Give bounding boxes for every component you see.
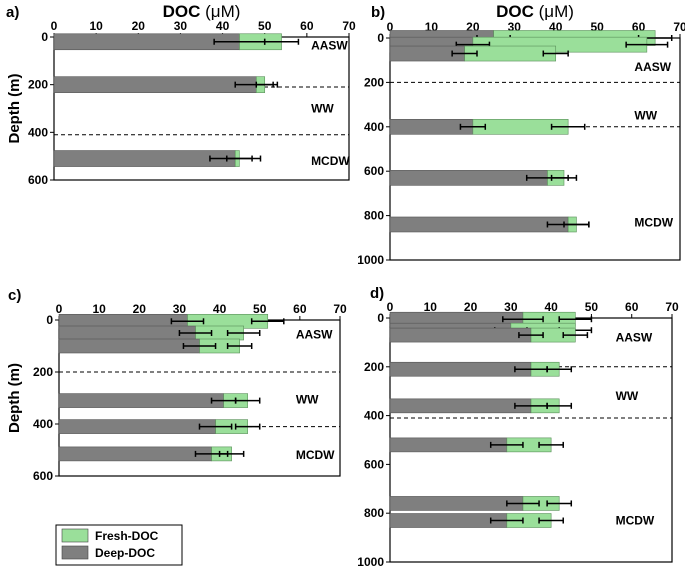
panel-b: 0 10 20 30 40 50 60 7002004006008001000b)AASWWW… <box>357 2 685 267</box>
y-tick-label: 200 <box>364 360 384 374</box>
water-mass-label: MCDW <box>634 215 673 229</box>
water-mass-label: WW <box>296 392 319 406</box>
y-tick-label: 200 <box>28 78 48 92</box>
x-tick-label: 50 <box>585 300 599 314</box>
y-tick-label: 0 <box>377 311 384 325</box>
y-tick-label: 800 <box>364 209 384 223</box>
deep-doc-bar <box>389 170 548 186</box>
y-tick-label: 600 <box>364 164 384 178</box>
water-mass-label: AASW <box>634 60 671 74</box>
panel-d: 0 10 20 30 40 50 60 70 0 200 400 600 800 1000 d) AASW WW… <box>357 285 679 569</box>
y-tick-label: 600 <box>364 457 384 471</box>
deep-doc-bar <box>58 325 196 341</box>
x-tick-label: 30 <box>504 300 518 314</box>
x-tick-label: 10 <box>89 19 103 33</box>
water-mass-label: MCDW <box>296 448 335 462</box>
x-tick-label: 40 <box>213 302 227 316</box>
x-axis-title-unit: (μM) <box>539 2 574 21</box>
deep-doc-bar <box>58 338 200 354</box>
deep-doc-bar <box>58 393 224 408</box>
deep-doc-bar <box>389 361 532 377</box>
water-mass-label: MCDW <box>311 154 350 168</box>
x-tick-label: 10 <box>424 300 438 314</box>
y-tick-label: 1000 <box>357 253 384 267</box>
x-axis-title: DOC (μM) <box>496 2 574 21</box>
x-tick-label: 40 <box>216 19 230 33</box>
water-mass-label: AASW <box>616 331 653 345</box>
y-tick-label: 200 <box>33 365 53 379</box>
x-tick-label: 20 <box>464 300 478 314</box>
x-axis-title: DOC (μM) <box>163 2 241 21</box>
water-mass-label: WW <box>616 389 639 403</box>
y-tick-label: 0 <box>377 31 384 45</box>
panel-label: c) <box>8 287 21 304</box>
y-axis-title: Depth (m) <box>6 363 23 433</box>
panel-label: b) <box>371 4 385 21</box>
y-tick-label: 400 <box>28 125 48 139</box>
x-tick-label: 40 <box>544 300 558 314</box>
legend: Fresh-DOC Deep-DOC <box>55 524 183 566</box>
x-tick-label: 20 <box>133 302 147 316</box>
y-axis-title: Depth (m) <box>6 74 23 144</box>
x-tick-label: 70 <box>333 302 347 316</box>
y-tick-label: 600 <box>28 173 48 187</box>
deep-doc-bar <box>53 33 240 51</box>
x-tick-label: 10 <box>92 302 106 316</box>
water-mass-label: WW <box>634 109 657 123</box>
fresh-doc-bar <box>464 45 557 62</box>
water-mass-label: AASW <box>311 38 348 52</box>
y-tick-label: 0 <box>41 30 48 44</box>
deep-doc-bar <box>53 76 257 93</box>
x-tick-label: 0 <box>387 20 394 34</box>
x-tick-label: 30 <box>174 19 188 33</box>
legend-label: Fresh-DOC <box>95 529 159 543</box>
legend-swatch <box>61 528 89 543</box>
water-mass-label: WW <box>311 102 334 116</box>
deep-doc-bar <box>389 327 532 343</box>
x-tick-label: 70 <box>673 20 685 34</box>
deep-doc-bar <box>389 437 508 453</box>
legend-label: Deep-DOC <box>95 546 155 560</box>
deep-doc-bar <box>58 446 212 462</box>
x-tick-label: 60 <box>300 19 314 33</box>
panel-c: 0 10 20 30 40 50 60 70 0 200 400 600 c) AASW WW MCDW Dep… <box>6 287 347 483</box>
panel-a: 0 10 20 30 40 50 60 70 0 200 400 600 a) AASW WW MCDW DOC… <box>6 2 356 187</box>
deep-doc-bar <box>389 398 532 414</box>
x-tick-label: 50 <box>253 302 267 316</box>
x-tick-label: 70 <box>342 19 356 33</box>
x-tick-label: 30 <box>173 302 187 316</box>
y-tick-label: 0 <box>46 313 53 327</box>
x-axis-title-unit: (μM) <box>205 2 240 21</box>
x-tick-label: 0 <box>51 19 58 33</box>
x-tick-label: 20 <box>132 19 146 33</box>
water-mass-label: AASW <box>296 327 333 341</box>
panel-label: d) <box>370 285 384 302</box>
y-tick-label: 400 <box>364 409 384 423</box>
legend-swatch <box>61 545 89 560</box>
y-tick-label: 400 <box>364 120 384 134</box>
deep-doc-bar <box>53 150 236 167</box>
deep-doc-bar <box>389 513 508 528</box>
y-tick-label: 600 <box>33 469 53 483</box>
water-mass-label: MCDW <box>616 514 655 528</box>
x-tick-label: 0 <box>56 302 63 316</box>
y-tick-label: 800 <box>364 506 384 520</box>
y-tick-label: 1000 <box>357 555 384 569</box>
x-tick-label: 70 <box>665 300 679 314</box>
x-axis-title-text: DOC <box>496 2 539 21</box>
x-tick-label: 50 <box>258 19 272 33</box>
x-axis-title-text: DOC <box>163 2 206 21</box>
y-tick-label: 200 <box>364 75 384 89</box>
deep-doc-bar <box>389 216 569 233</box>
deep-doc-bar <box>389 496 524 511</box>
x-tick-label: 60 <box>625 300 639 314</box>
y-tick-label: 400 <box>33 417 53 431</box>
panel-label: a) <box>6 4 19 21</box>
deep-doc-bar <box>58 419 216 434</box>
x-tick-label: 0 <box>387 300 394 314</box>
x-tick-label: 60 <box>293 302 307 316</box>
